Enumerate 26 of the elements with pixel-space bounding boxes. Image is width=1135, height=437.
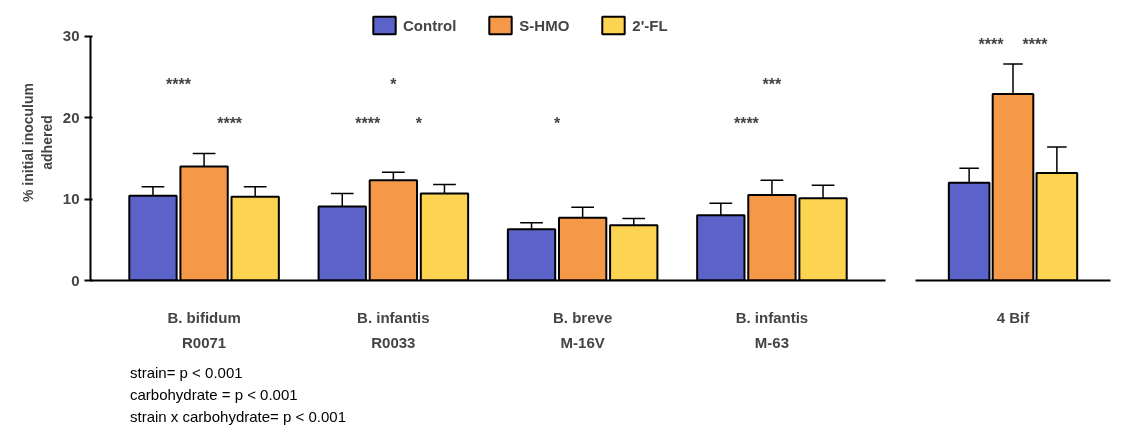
annotation: *** <box>762 76 783 94</box>
y-axis-title: % initial inoculum adhered <box>19 82 55 202</box>
annotation: **** <box>1022 35 1049 53</box>
legend-label: S-HMO <box>519 16 570 34</box>
text: strain= p < 0.001 <box>130 363 244 383</box>
x-tick-label: B. breve M-16V <box>553 308 613 351</box>
text: strain x carbohydrate= p < 0.001 <box>130 407 346 427</box>
annotation: * <box>390 76 398 94</box>
annotation: * <box>415 114 423 132</box>
annotation: **** <box>733 114 760 132</box>
text: carbohydrate = p < 0.001 <box>130 385 299 405</box>
legend-label: 2'-FL <box>632 16 668 34</box>
annotation: **** <box>217 114 243 132</box>
x-tick-label: B. bifidum R0071 <box>167 308 241 351</box>
x-tick-label: 4 Bif <box>996 308 1031 326</box>
y-tick-label: 20 <box>62 108 80 126</box>
legend-label: Control <box>403 16 457 34</box>
annotation: **** <box>166 76 192 94</box>
x-tick-label: B. infantis M-63 <box>735 308 809 351</box>
y-tick-label: 30 <box>62 27 80 45</box>
y-tick-label: 10 <box>62 190 80 208</box>
annotation: **** <box>978 35 1005 53</box>
x-tick-label: B. infantis R0033 <box>357 308 430 351</box>
y-tick-label: 0 <box>71 271 80 289</box>
annotation: **** <box>355 114 382 132</box>
annotation: * <box>553 114 561 132</box>
